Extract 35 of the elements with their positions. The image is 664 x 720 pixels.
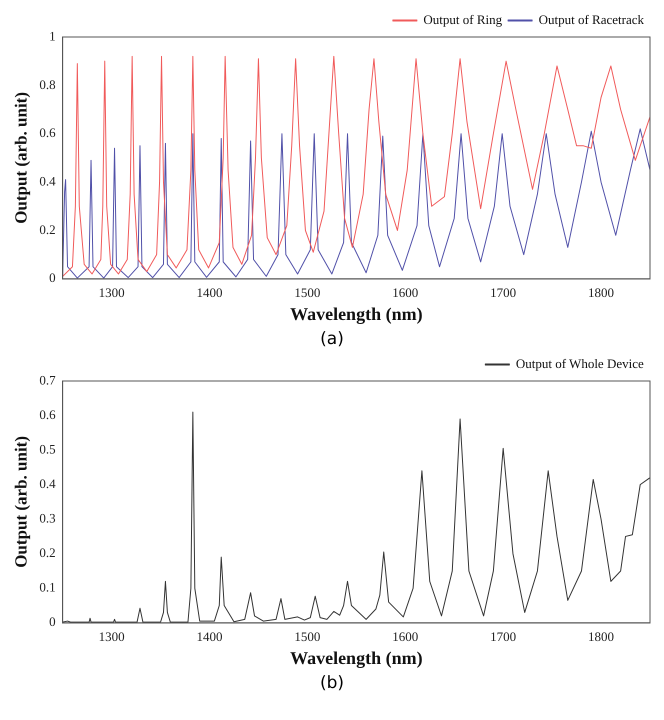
x-tick-label: 1800: [588, 629, 614, 644]
x-tick-label: 1300: [98, 629, 125, 644]
text: (a): [319, 328, 345, 351]
x-axis-title: Wavelength (nm): [290, 648, 423, 668]
y-tick-label: 0.4: [39, 174, 56, 188]
y-tick-label: 0.8: [39, 76, 56, 92]
y-axis-title: Output (arb. unit): [12, 436, 31, 568]
x-tick-label: 1500: [294, 629, 320, 644]
x-tick-label: 1700: [490, 629, 516, 644]
y-tick-label: 0.5: [39, 442, 56, 457]
y-tick-label: 0.3: [39, 510, 56, 526]
legend-label: Output of Racetrack: [538, 12, 644, 27]
y-tick-label: 0.2: [39, 222, 56, 237]
legend-label: Output of Ring: [423, 12, 503, 27]
y-tick-label: 0.1: [39, 580, 56, 595]
x-tick-label: 1700: [490, 285, 516, 300]
text: (b): [318, 672, 346, 695]
y-tick-label: 0.7: [39, 372, 56, 388]
y-tick-label: 0: [49, 270, 56, 286]
x-tick-label: 1400: [196, 629, 222, 644]
x-tick-label: 1300: [98, 285, 125, 300]
y-axis-title: Output (arb. unit): [12, 92, 31, 224]
y-tick-label: 0.4: [39, 476, 56, 492]
y-tick-label: 1: [49, 28, 56, 44]
y-tick-label: 0.6: [39, 406, 56, 422]
x-tick-label: 1600: [392, 629, 418, 644]
y-tick-label: 0: [49, 614, 56, 630]
x-tick-label: 1400: [196, 285, 222, 300]
x-tick-label: 1600: [392, 285, 418, 300]
x-tick-label: 1800: [588, 285, 614, 300]
legend-label: Output of Whole Device: [516, 356, 644, 371]
x-tick-label: 1500: [294, 285, 320, 300]
y-tick-label: 0.2: [39, 545, 56, 560]
x-axis-title: Wavelength (nm): [290, 304, 423, 324]
y-tick-label: 0.6: [39, 125, 56, 140]
